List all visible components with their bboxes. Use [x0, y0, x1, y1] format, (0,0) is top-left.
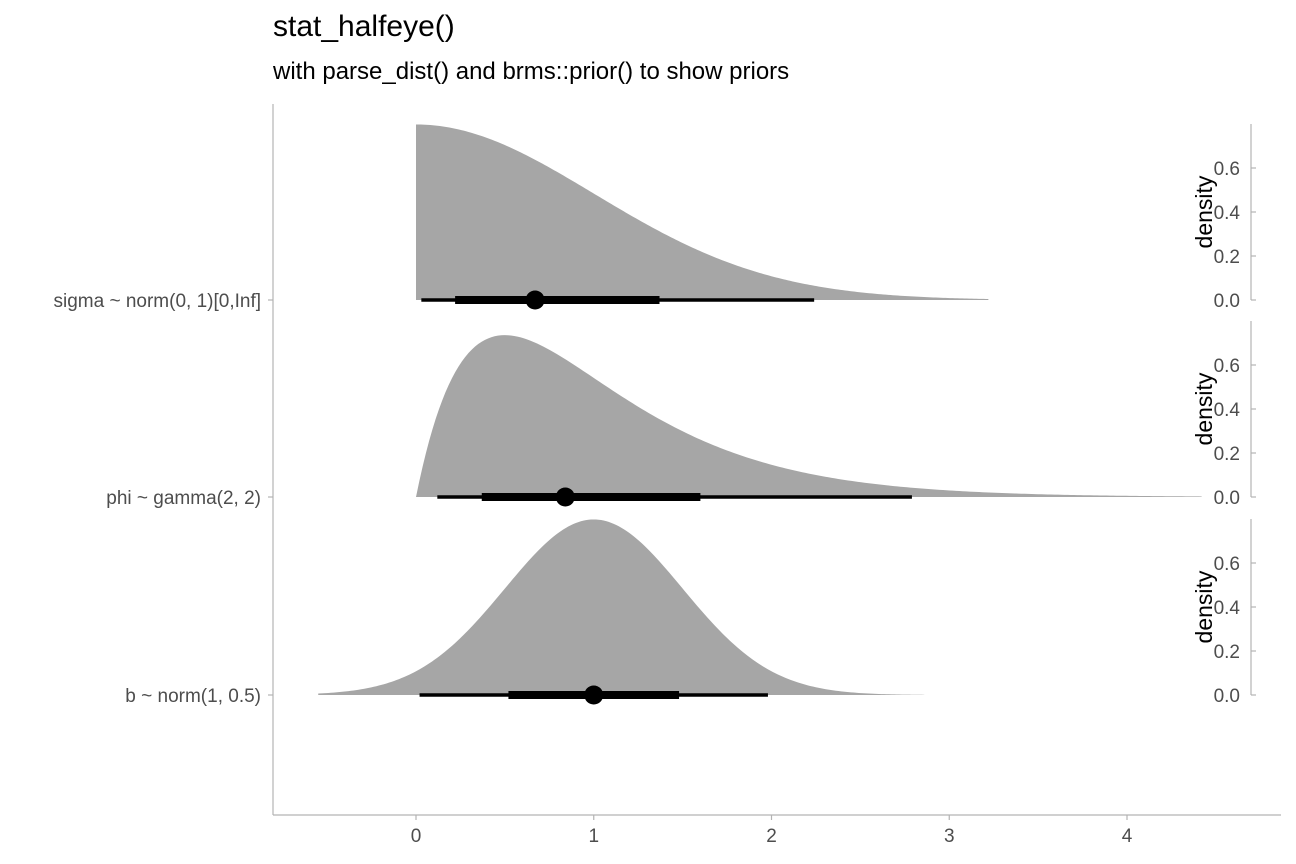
x-tick-label: 2 — [766, 826, 777, 847]
point-estimate-0 — [525, 290, 545, 310]
interval-layer — [419, 290, 912, 705]
x-tick-label: 1 — [588, 826, 599, 847]
x-tick-label: 0 — [411, 826, 422, 847]
y-tick-label: b ~ norm(1, 0.5) — [125, 686, 261, 707]
density-axis-title: density — [1191, 570, 1217, 643]
slab-1 — [416, 335, 1202, 497]
density-tick-label: 0.2 — [1214, 444, 1240, 465]
density-tick-label: 0.0 — [1214, 488, 1240, 509]
y-tick-label: phi ~ gamma(2, 2) — [106, 488, 261, 509]
chart-title: stat_halfeye() — [273, 10, 455, 43]
density-tick-label: 0.6 — [1214, 554, 1240, 575]
point-estimate-1 — [555, 487, 575, 507]
density-tick-label: 0.2 — [1214, 642, 1240, 663]
axes-layer: sigma ~ norm(0, 1)[0,Inf] phi ~ gamma(2, … — [54, 104, 1281, 847]
density-axis-title: density — [1191, 175, 1217, 248]
x-tick-label: 3 — [944, 826, 955, 847]
density-tick-label: 0.6 — [1214, 356, 1240, 377]
point-estimate-2 — [584, 685, 604, 705]
slab-0 — [416, 124, 989, 300]
density-tick-label: 0.2 — [1214, 247, 1240, 268]
density-tick-label: 0.4 — [1214, 203, 1241, 224]
density-axis-title: density — [1191, 372, 1217, 445]
density-tick-label: 0.6 — [1214, 159, 1240, 180]
slab-2 — [318, 519, 925, 695]
x-tick-label: 4 — [1122, 826, 1133, 847]
density-tick-label: 0.4 — [1214, 400, 1241, 421]
density-tick-label: 0.0 — [1214, 686, 1240, 707]
slab-layer — [318, 124, 1202, 695]
chart-subtitle: with parse_dist() and brms::prior() to s… — [273, 58, 790, 85]
density-tick-label: 0.4 — [1214, 598, 1241, 619]
density-tick-label: 0.0 — [1214, 291, 1240, 312]
y-tick-label: sigma ~ norm(0, 1)[0,Inf] — [54, 291, 262, 312]
